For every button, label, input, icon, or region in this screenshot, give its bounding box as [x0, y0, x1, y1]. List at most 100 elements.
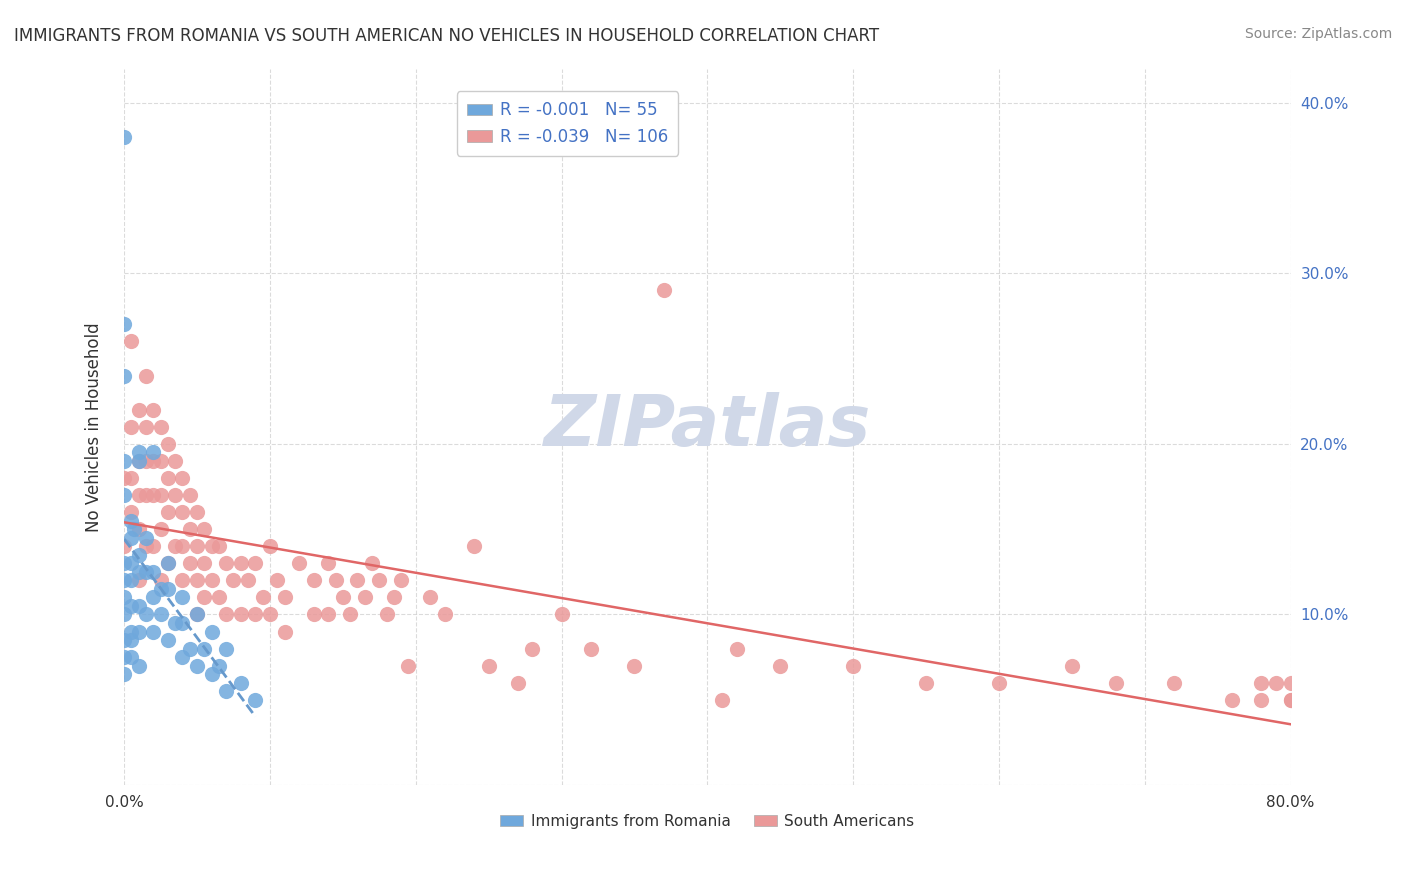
- Point: [128, 488, 150, 502]
- Point: [135, 454, 157, 468]
- Point: [186, 607, 208, 622]
- Point: [149, 574, 172, 588]
- Point: [186, 607, 208, 622]
- Point: [165, 539, 187, 553]
- Point: [128, 445, 150, 459]
- Point: [149, 419, 172, 434]
- Point: [172, 615, 194, 630]
- Point: [165, 488, 187, 502]
- Point: [156, 556, 179, 570]
- Point: [165, 454, 187, 468]
- Point: [149, 454, 172, 468]
- Point: [215, 607, 238, 622]
- Point: [1250, 675, 1272, 690]
- Point: [120, 531, 142, 545]
- Point: [245, 556, 267, 570]
- Point: [120, 650, 142, 665]
- Point: [215, 641, 238, 656]
- Point: [135, 368, 157, 383]
- Point: [245, 693, 267, 707]
- Point: [112, 633, 135, 648]
- Point: [398, 658, 420, 673]
- Point: [112, 591, 135, 605]
- Point: [135, 607, 157, 622]
- Point: [149, 488, 172, 502]
- Point: [375, 607, 398, 622]
- Point: [229, 556, 252, 570]
- Point: [316, 556, 339, 570]
- Point: [208, 658, 231, 673]
- Point: [128, 599, 150, 613]
- Point: [710, 693, 733, 707]
- Point: [172, 505, 194, 519]
- Point: [172, 471, 194, 485]
- Point: [112, 488, 135, 502]
- Point: [288, 556, 311, 570]
- Point: [172, 650, 194, 665]
- Point: [165, 615, 187, 630]
- Point: [550, 607, 572, 622]
- Point: [915, 675, 938, 690]
- Point: [149, 607, 172, 622]
- Point: [112, 607, 135, 622]
- Point: [623, 658, 645, 673]
- Point: [186, 658, 208, 673]
- Point: [156, 582, 179, 596]
- Text: ZIPatlas: ZIPatlas: [544, 392, 872, 461]
- Point: [112, 539, 135, 553]
- Point: [193, 641, 215, 656]
- Point: [120, 514, 142, 528]
- Point: [186, 574, 208, 588]
- Point: [236, 574, 259, 588]
- Point: [522, 641, 544, 656]
- Point: [652, 283, 675, 297]
- Point: [120, 334, 142, 349]
- Point: [463, 539, 485, 553]
- Point: [1279, 693, 1302, 707]
- Point: [842, 658, 865, 673]
- Point: [316, 607, 339, 622]
- Point: [156, 556, 179, 570]
- Point: [245, 607, 267, 622]
- Point: [1265, 675, 1288, 690]
- Point: [142, 402, 165, 417]
- Point: [579, 641, 602, 656]
- Y-axis label: No Vehicles in Household: No Vehicles in Household: [86, 322, 103, 532]
- Point: [112, 368, 135, 383]
- Point: [332, 591, 354, 605]
- Point: [193, 591, 215, 605]
- Point: [179, 488, 201, 502]
- Point: [156, 471, 179, 485]
- Point: [128, 454, 150, 468]
- Point: [112, 556, 135, 570]
- Point: [201, 624, 224, 639]
- Point: [149, 522, 172, 536]
- Point: [266, 574, 288, 588]
- Point: [222, 574, 245, 588]
- Point: [346, 574, 368, 588]
- Point: [120, 624, 142, 639]
- Legend: Immigrants from Romania, South Americans: Immigrants from Romania, South Americans: [495, 807, 921, 835]
- Point: [302, 607, 325, 622]
- Point: [186, 539, 208, 553]
- Point: [135, 539, 157, 553]
- Point: [112, 667, 135, 681]
- Point: [382, 591, 405, 605]
- Point: [1220, 693, 1243, 707]
- Point: [353, 591, 375, 605]
- Point: [128, 402, 150, 417]
- Point: [142, 539, 165, 553]
- Point: [339, 607, 361, 622]
- Point: [156, 437, 179, 451]
- Point: [186, 505, 208, 519]
- Point: [124, 522, 146, 536]
- Text: Source: ZipAtlas.com: Source: ZipAtlas.com: [1244, 27, 1392, 41]
- Point: [229, 607, 252, 622]
- Point: [120, 556, 142, 570]
- Point: [229, 675, 252, 690]
- Point: [112, 129, 135, 144]
- Point: [120, 633, 142, 648]
- Point: [128, 624, 150, 639]
- Point: [361, 556, 384, 570]
- Point: [135, 565, 157, 579]
